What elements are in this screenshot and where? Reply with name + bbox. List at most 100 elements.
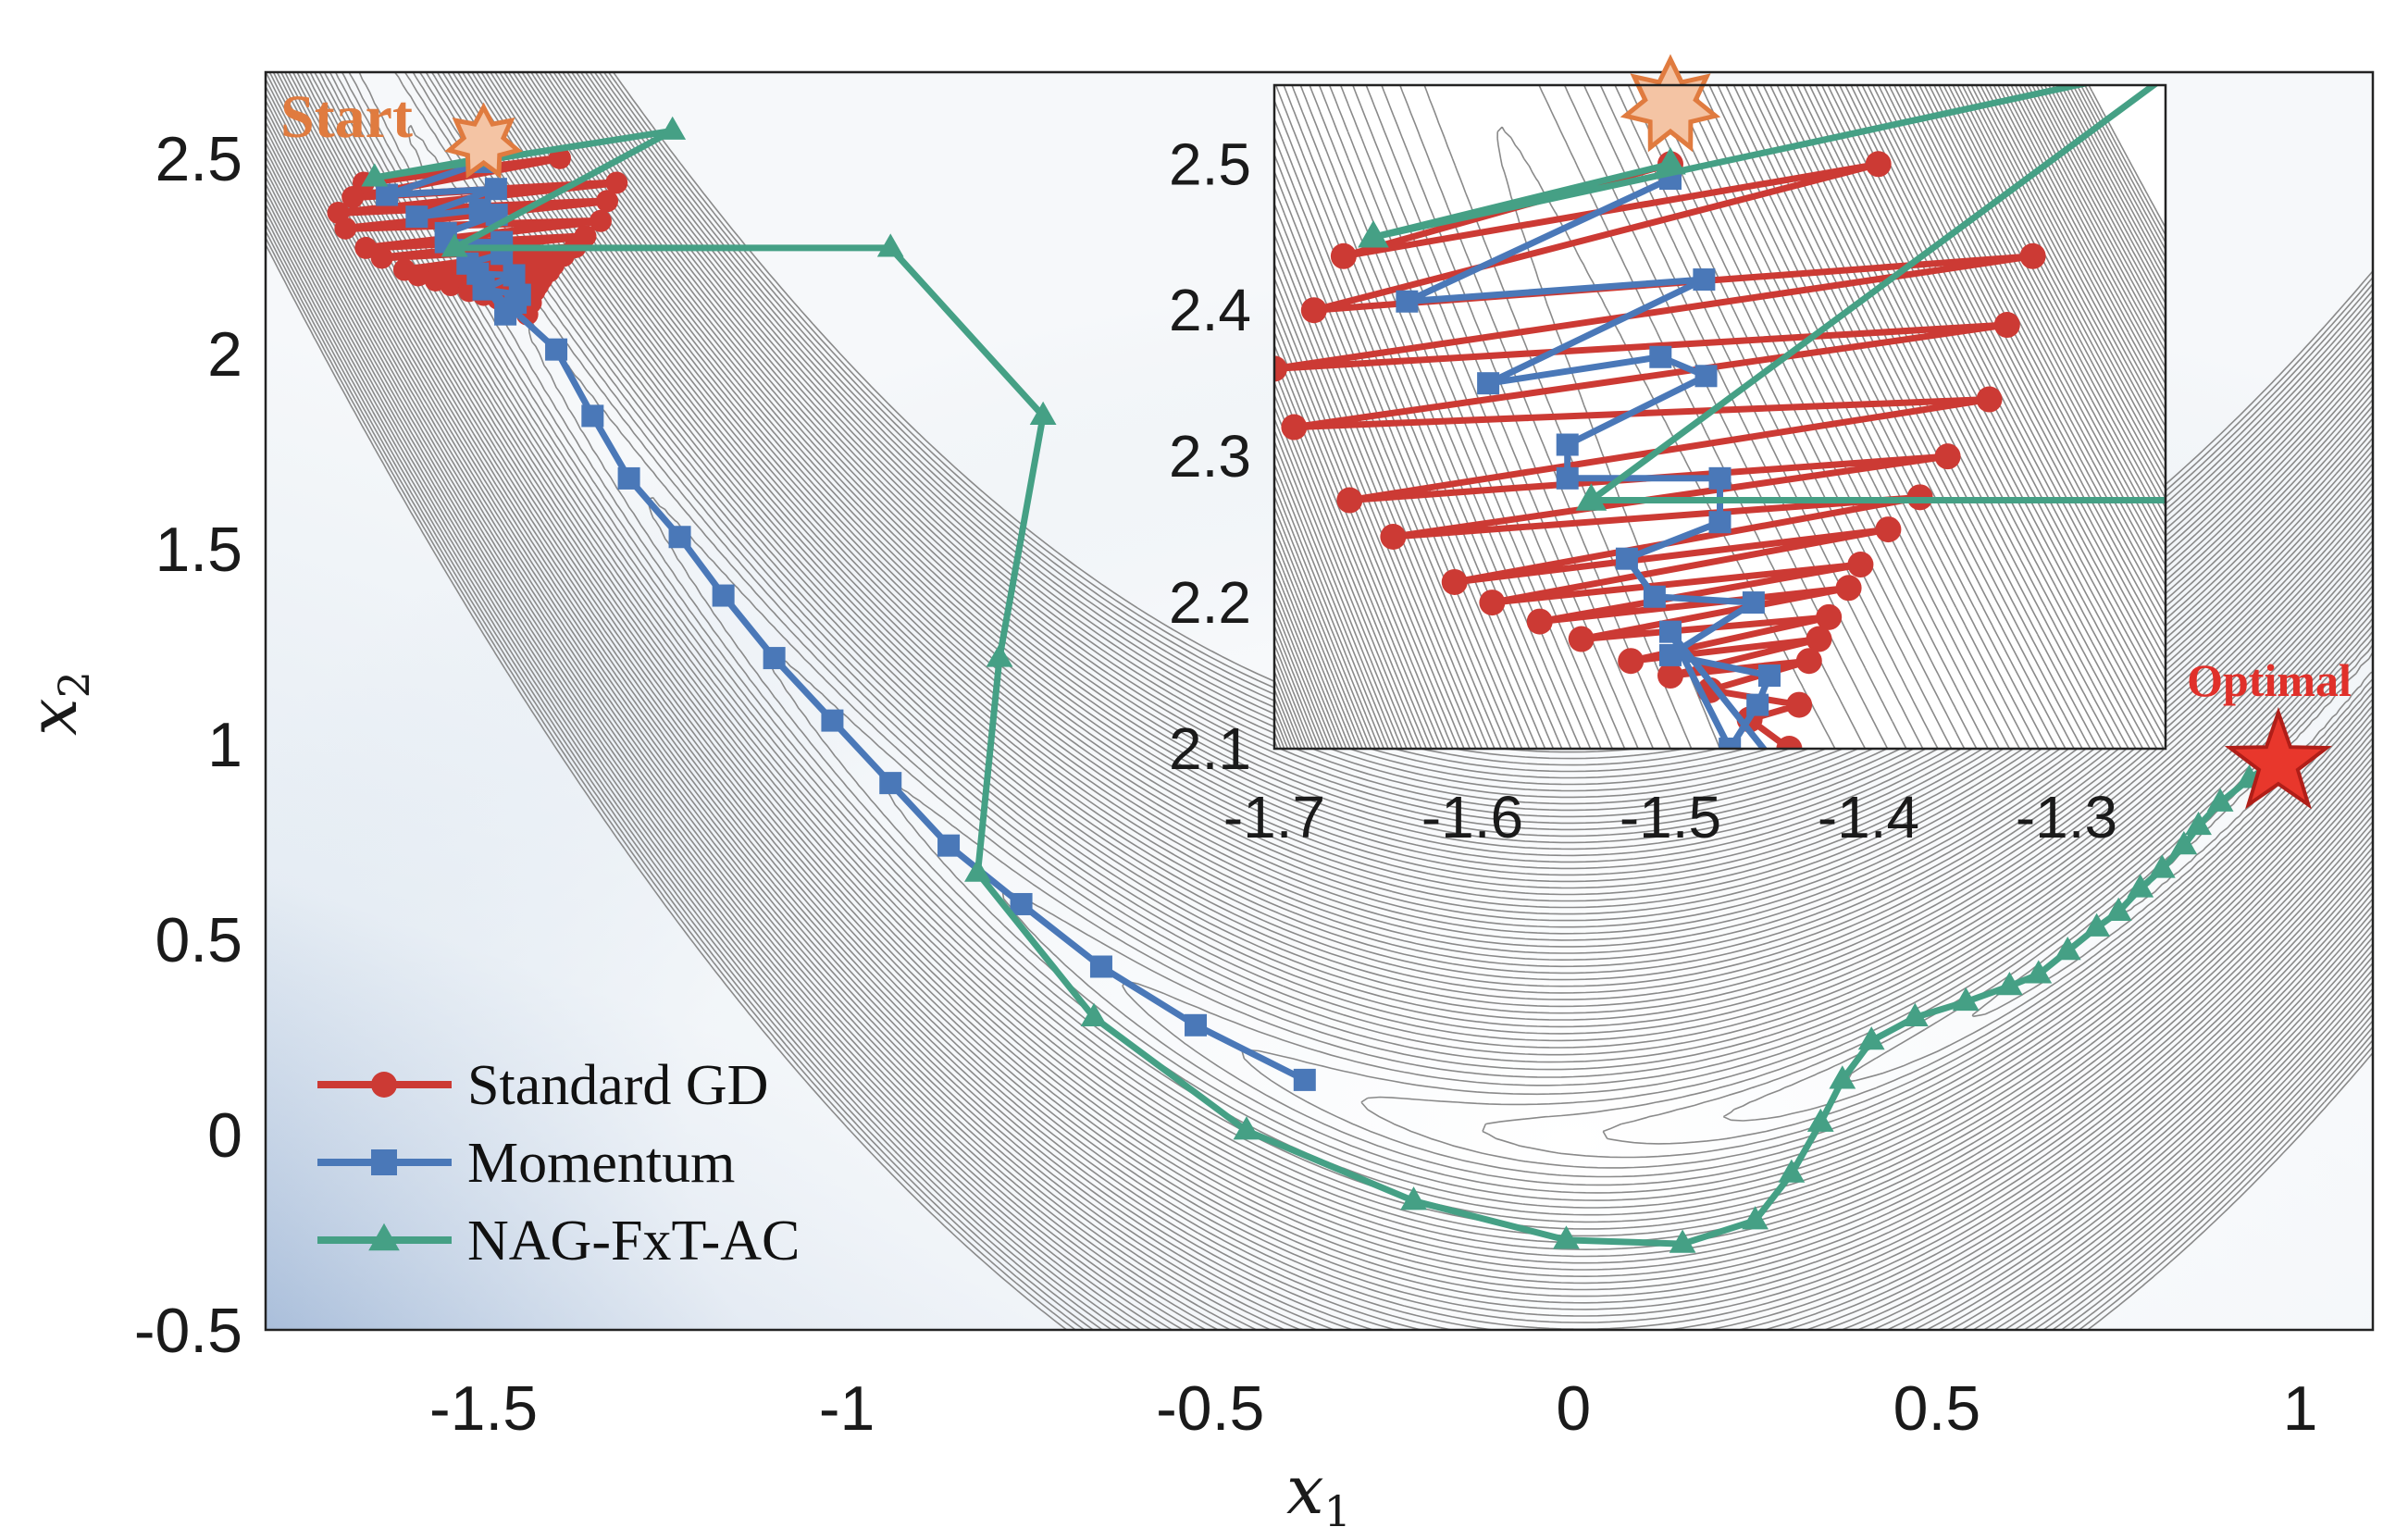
contour-line bbox=[1274, 85, 2166, 749]
x-tick-label: -1 bbox=[819, 1373, 875, 1444]
data-point-nag-fxt-ac bbox=[1742, 1206, 1769, 1230]
contour-line bbox=[266, 72, 2373, 1330]
data-point-nag-fxt-ac bbox=[1400, 1186, 1427, 1210]
contour-line bbox=[1274, 85, 2165, 749]
data-point-standard-gd bbox=[1330, 242, 1357, 269]
data-point-momentum bbox=[821, 709, 844, 732]
contour-line bbox=[1274, 85, 2166, 749]
data-point-momentum bbox=[1693, 268, 1716, 292]
contour-line bbox=[2047, 85, 2166, 305]
y-tick-labels: -0.5 0 0.5 1 1.5 2 2.5 bbox=[134, 124, 242, 1366]
data-point-momentum bbox=[1556, 433, 1579, 456]
trajectories bbox=[327, 116, 2285, 1253]
data-point-momentum bbox=[1477, 372, 1500, 395]
contour-line bbox=[2035, 85, 2166, 329]
data-point-standard-gd bbox=[1657, 663, 1683, 689]
inset-x-tick-label: -1.6 bbox=[1421, 784, 1523, 850]
data-point-momentum bbox=[376, 183, 399, 206]
contour-line bbox=[276, 72, 2373, 1330]
inset-axes: -1.7 -1.6 -1.5 -1.4 -1.3 2.1 2.2 2.3 2.4 2.5 bbox=[1169, 45, 2202, 1373]
data-point-standard-gd bbox=[1479, 590, 1506, 616]
contour-line bbox=[1274, 85, 2166, 749]
data-point-nag-fxt-ac bbox=[2148, 854, 2176, 878]
data-point-nag-fxt-ac bbox=[1080, 1002, 1108, 1026]
legend-entry: Standard GD bbox=[317, 1054, 768, 1117]
data-point-standard-gd bbox=[1526, 608, 1553, 635]
data-point-standard-gd bbox=[1776, 736, 1803, 749]
data-point-nag-fxt-ac bbox=[1655, 147, 1686, 175]
data-point-momentum bbox=[1694, 365, 1718, 388]
data-point-standard-gd bbox=[440, 274, 463, 297]
data-point-standard-gd bbox=[1568, 626, 1595, 652]
contour-line bbox=[2023, 85, 2166, 354]
contour-line bbox=[2079, 85, 2166, 244]
data-point-nag-fxt-ac bbox=[361, 163, 389, 187]
data-point-nag-fxt-ac bbox=[2083, 912, 2111, 937]
data-point-nag-fxt-ac bbox=[659, 116, 687, 140]
contour-line bbox=[266, 72, 2373, 1330]
data-point-nag-fxt-ac bbox=[1029, 401, 1057, 426]
contour-line bbox=[1274, 85, 2166, 749]
data-point-standard-gd bbox=[1934, 443, 1961, 470]
data-point-momentum bbox=[2055, 1351, 2078, 1373]
inset-y-tick-label: 2.3 bbox=[1169, 423, 1251, 490]
contour-line bbox=[1274, 85, 2166, 749]
contour-line bbox=[1274, 85, 2166, 749]
contour-line bbox=[1274, 85, 2137, 749]
inset-x-tick-label: -1.4 bbox=[1818, 784, 1919, 850]
contour-line bbox=[323, 72, 2373, 1271]
inset-x-tick-label: -1.3 bbox=[2016, 784, 2117, 850]
data-point-momentum bbox=[712, 584, 735, 607]
data-point-standard-gd bbox=[605, 171, 628, 194]
data-point-nag-fxt-ac bbox=[876, 233, 904, 257]
inset-y-tick-label: 2.4 bbox=[1169, 277, 1251, 343]
data-point-nag-fxt-ac bbox=[2170, 831, 2198, 855]
contour-line bbox=[1274, 85, 2166, 749]
data-point-nag-fxt-ac bbox=[2185, 811, 2212, 836]
data-point-nag-fxt-ac bbox=[441, 233, 468, 257]
data-point-standard-gd bbox=[589, 209, 612, 232]
data-point-standard-gd bbox=[354, 236, 378, 259]
inset-y-tick-label: 2.2 bbox=[1169, 569, 1251, 636]
legend-label: Momentum bbox=[467, 1132, 735, 1195]
data-point-momentum bbox=[1556, 466, 1579, 490]
contour-line bbox=[1274, 85, 2166, 749]
contour-line bbox=[1274, 85, 2067, 749]
data-point-standard-gd bbox=[341, 186, 365, 209]
contour-line bbox=[2043, 85, 2166, 313]
data-point-nag-fxt-ac bbox=[1806, 1108, 1834, 1132]
data-point-standard-gd bbox=[1281, 414, 1308, 441]
data-point-momentum bbox=[1719, 738, 1742, 749]
contour-line bbox=[2055, 85, 2166, 290]
contour-line bbox=[266, 72, 2373, 1330]
contour-line bbox=[1274, 85, 2166, 749]
x-tick-label: -1.5 bbox=[429, 1373, 538, 1444]
legend-label: Standard GD bbox=[467, 1054, 768, 1117]
data-point-nag-fxt-ac bbox=[1233, 1116, 1260, 1140]
contour-line bbox=[1274, 85, 2166, 749]
x-tick-label: 0.5 bbox=[1893, 1373, 1981, 1444]
data-point-standard-gd bbox=[406, 264, 429, 287]
data-point-standard-gd bbox=[1786, 691, 1813, 718]
data-point-momentum bbox=[371, 1149, 397, 1175]
legend-label: NAG-FxT-AC bbox=[467, 1210, 800, 1272]
contour-line bbox=[266, 72, 2373, 1330]
data-point-nag-fxt-ac bbox=[2206, 788, 2234, 812]
inset-x-tick-labels: -1.7 -1.6 -1.5 -1.4 -1.3 bbox=[1223, 784, 2117, 850]
data-point-nag-fxt-ac bbox=[2170, 45, 2202, 72]
data-point-standard-gd bbox=[596, 190, 619, 213]
contour-line bbox=[2031, 85, 2166, 337]
contour-line bbox=[266, 72, 2373, 1330]
contour-line bbox=[1274, 85, 2151, 749]
data-point-nag-fxt-ac bbox=[1952, 987, 1980, 1012]
y-tick-label: -0.5 bbox=[134, 1296, 242, 1366]
data-point-momentum bbox=[1659, 620, 1682, 643]
start-star-icon bbox=[444, 102, 523, 180]
contour-line bbox=[1274, 85, 2166, 749]
data-point-nag-fxt-ac bbox=[1669, 1229, 1696, 1253]
data-point-momentum bbox=[494, 303, 517, 326]
y-tick-label: 1 bbox=[207, 710, 242, 780]
data-point-nag-fxt-ac bbox=[1575, 483, 1607, 511]
contour-line bbox=[1274, 85, 2166, 749]
